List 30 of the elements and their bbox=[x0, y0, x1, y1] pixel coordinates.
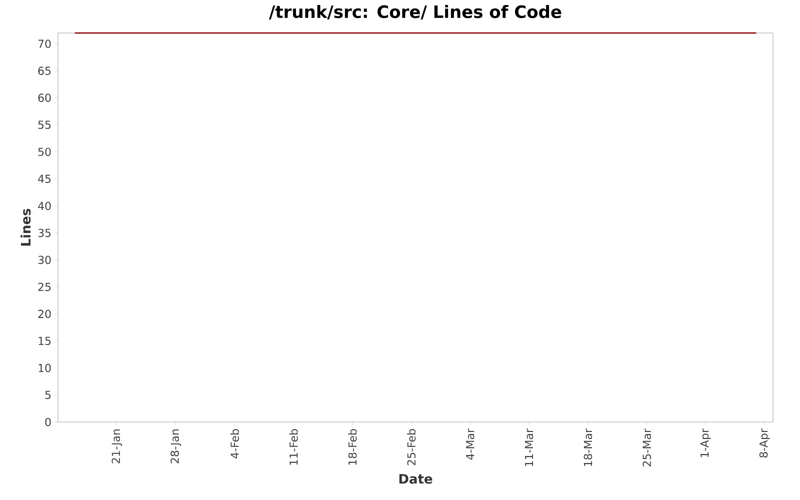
x-tick-label: 18-Mar bbox=[584, 428, 592, 466]
x-tick-label: 4-Feb bbox=[230, 429, 239, 458]
x-tick-label: 18-Feb bbox=[348, 429, 357, 465]
y-tick-label: 25 bbox=[38, 282, 51, 292]
x-tick-label: 11-Feb bbox=[289, 429, 298, 465]
y-tick-label: 0 bbox=[45, 418, 51, 426]
y-tick-label: 55 bbox=[38, 120, 51, 129]
chart-title: /trunk/src: Core/ Lines of Code bbox=[268, 5, 562, 20]
x-tick-label: 25-Mar bbox=[642, 428, 651, 466]
x-axis-title: Date bbox=[399, 474, 432, 484]
x-tick-label: 1-Apr bbox=[700, 428, 711, 458]
y-tick-label: 30 bbox=[38, 256, 51, 264]
y-axis-title: Lines bbox=[20, 208, 31, 246]
x-tick-label: 4-Mar bbox=[466, 428, 474, 460]
y-tick-label: 15 bbox=[38, 336, 51, 346]
x-tick-label: 25-Feb bbox=[407, 429, 416, 466]
y-tick-label: 10 bbox=[38, 364, 51, 372]
y-tick-label: 50 bbox=[38, 148, 51, 156]
y-tick-label: 35 bbox=[38, 228, 51, 238]
y-tick-label: 70 bbox=[38, 40, 51, 48]
x-tick-label: 28-Jan bbox=[170, 429, 181, 464]
y-tick-label: 60 bbox=[38, 94, 51, 102]
y-tick-label: 20 bbox=[38, 310, 51, 318]
y-tick-label: 45 bbox=[38, 174, 51, 183]
x-tick-label: 8-Apr bbox=[759, 428, 770, 458]
x-tick-label: 11-Mar bbox=[524, 428, 534, 466]
y-tick-label: 40 bbox=[38, 202, 51, 210]
y-tick-label: 5 bbox=[45, 390, 51, 400]
y-tick-label: 65 bbox=[38, 66, 51, 75]
x-tick-label: 21-Jan bbox=[112, 429, 122, 464]
